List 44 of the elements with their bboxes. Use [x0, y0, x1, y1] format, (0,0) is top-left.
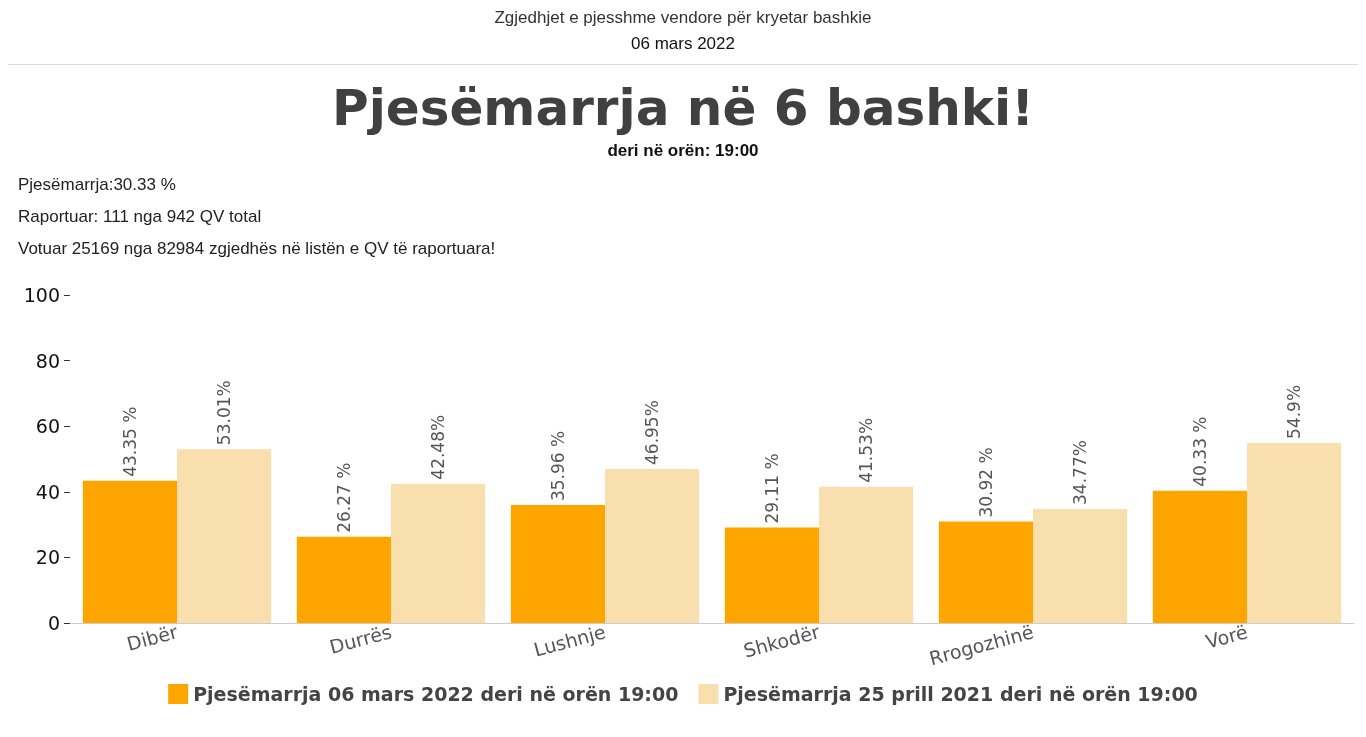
data-label: 35.96 %: [547, 430, 568, 502]
text: Pjesëmarrja:30.33 %: [18, 174, 177, 196]
text: Raportuar: 111 nga 942 QV total: [18, 206, 263, 228]
bar: [296, 536, 391, 623]
chart-title: Pjesëmarrja në 6 bashki!: [331, 79, 1035, 137]
y-tick-label: 40: [35, 480, 60, 503]
bar: [510, 505, 605, 623]
bar: [82, 480, 177, 623]
text: 06 mars 2022: [630, 34, 736, 54]
y-tick-label: 80: [35, 349, 60, 372]
y-tick-label: 20: [35, 546, 60, 569]
legend-label: Pjesëmarrja 06 mars 2022 deri në orën 19:00: [193, 683, 679, 705]
bar: [177, 449, 272, 623]
chart-subtitle: deri në orën: 19:00: [606, 141, 760, 161]
bar: [724, 527, 819, 623]
data-label: 46.95%: [642, 400, 663, 465]
y-tick-label: 100: [23, 284, 60, 306]
x-tick-label: Lushnje: [531, 620, 608, 661]
bar: [605, 469, 700, 623]
text: Votuar 25169 nga 82984 zgjedhës në listën e QV të raportuara!: [18, 238, 497, 260]
data-label: 54.9%: [1284, 384, 1305, 439]
data-label: 53.01%: [214, 380, 235, 446]
legend-label: Pjesëmarrja 25 prill 2021 deri në orën 19:00: [723, 683, 1198, 705]
data-label: 40.33 %: [1189, 416, 1210, 487]
data-label: 30.92 %: [975, 447, 996, 518]
data-label: 42.48%: [428, 414, 449, 480]
data-label: 26.27 %: [333, 462, 354, 533]
bar: [1247, 442, 1342, 623]
y-tick-label: 60: [35, 415, 60, 438]
x-tick-label: Dibër: [124, 620, 181, 655]
data-label: 41.53%: [856, 417, 877, 483]
bar: [819, 486, 914, 623]
bar: [1033, 508, 1128, 623]
bar: [1152, 490, 1247, 623]
data-label: 43.35 %: [119, 406, 140, 477]
x-tick-label: Vorë: [1203, 620, 1250, 653]
x-tick-label: Shkodër: [741, 620, 823, 662]
y-tick-label: 0: [47, 612, 60, 634]
bar: [938, 521, 1033, 623]
bar: [391, 483, 486, 623]
text: Zgjedhjet e pjesshme vendore për kryetar bashkie: [493, 8, 873, 28]
x-tick-label: Durrës: [327, 620, 394, 658]
data-label: 34.77%: [1070, 440, 1091, 505]
data-label: 29.11 %: [761, 453, 782, 524]
